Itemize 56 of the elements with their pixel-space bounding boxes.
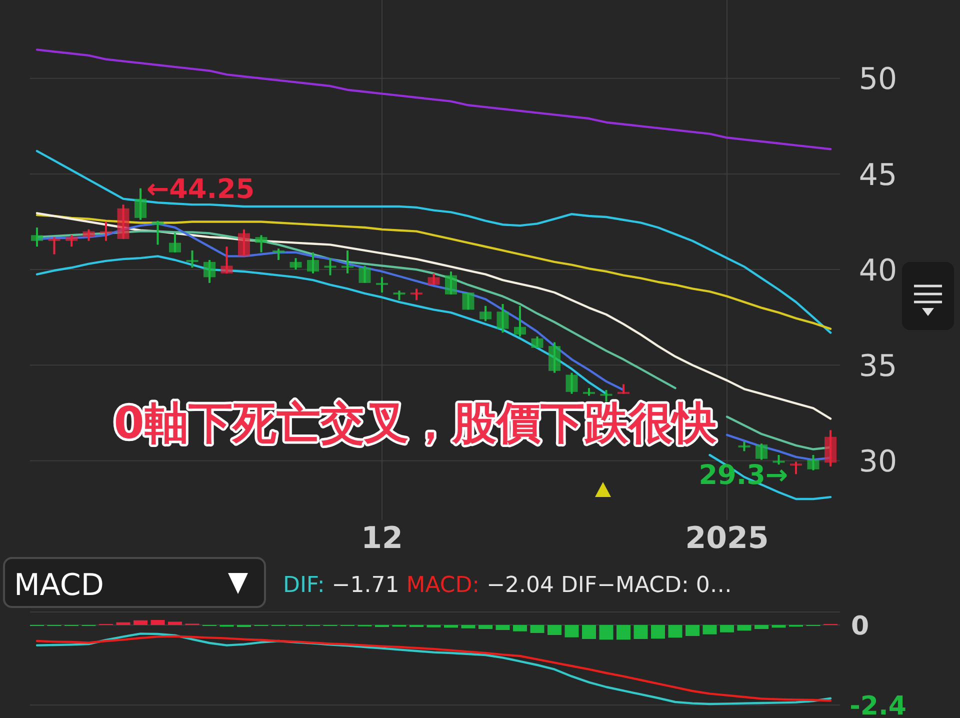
candlestick <box>600 389 612 402</box>
annotation: ←44.25 <box>146 174 255 206</box>
chart-title: MACD <box>14 568 104 603</box>
x-tick-label: 12 <box>361 520 403 556</box>
text: −1.71 <box>324 572 400 598</box>
line-series <box>36 214 832 330</box>
candlestick <box>186 249 198 269</box>
x-tick-label: 2025 <box>685 520 769 556</box>
candlestick <box>134 187 146 221</box>
candlestick <box>496 302 509 334</box>
series-label: DIF: <box>283 572 325 598</box>
candlestick <box>48 236 60 256</box>
y-tick-label: 50 <box>858 62 898 98</box>
candlestick <box>807 454 820 472</box>
candlestick <box>376 276 388 294</box>
candlestick <box>82 228 95 242</box>
candlestick <box>756 442 768 461</box>
candlestick <box>428 272 440 286</box>
candlestick <box>514 304 526 338</box>
candlestick <box>169 232 181 254</box>
y-tick-label: 30 <box>858 444 898 480</box>
candlestick <box>324 257 336 276</box>
y-tick-label: 0 <box>850 611 870 642</box>
candlestick <box>531 335 544 349</box>
candlestick <box>204 259 216 284</box>
line-series <box>36 48 832 150</box>
y-tick-label: -2.4 <box>850 691 906 718</box>
candlestick <box>480 304 492 322</box>
candlestick <box>358 264 371 284</box>
text: 0… <box>688 572 732 598</box>
candlestick <box>618 383 630 395</box>
candlestick <box>738 440 750 452</box>
candlestick <box>566 372 578 395</box>
candlestick <box>393 290 406 302</box>
candlestick <box>307 251 319 274</box>
y-tick-label: 40 <box>858 253 898 288</box>
candlestick <box>255 234 268 254</box>
y-tick-label: 45 <box>858 158 898 193</box>
candlestick <box>462 292 474 311</box>
candlestick <box>342 249 354 274</box>
candlestick <box>100 220 112 242</box>
candlestick <box>290 257 302 271</box>
candlestick <box>445 270 457 296</box>
line-series <box>36 150 832 334</box>
candlestick <box>238 228 250 258</box>
candlestick <box>66 234 78 248</box>
candlestick <box>410 288 422 302</box>
series-label: DIF−MACD: <box>554 572 689 598</box>
text: MACD: <box>399 572 480 598</box>
candlestick <box>31 226 43 248</box>
candlestick <box>272 248 284 261</box>
annotation: 0軸下死亡交叉，股價下跌很快 <box>114 398 718 449</box>
candlestick <box>790 460 802 476</box>
y-tick-label: 35 <box>858 348 898 384</box>
candlestick <box>220 246 233 274</box>
text: −2.04 <box>480 572 554 598</box>
